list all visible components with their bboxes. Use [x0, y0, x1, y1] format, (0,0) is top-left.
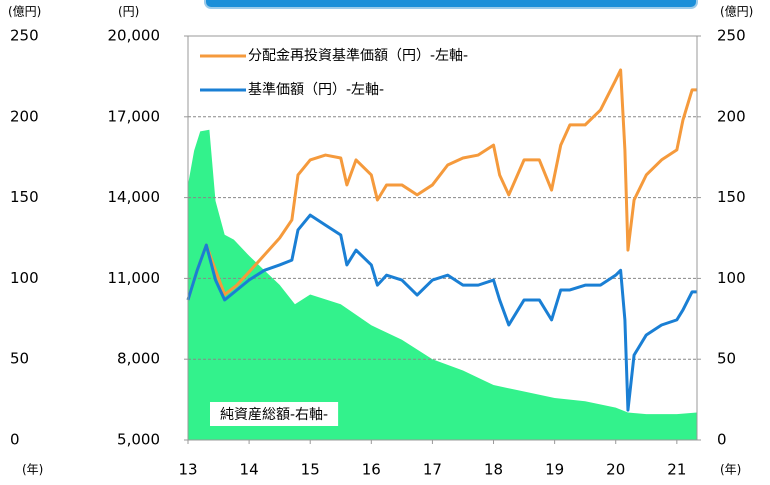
y-tick-label: 11,000	[108, 269, 161, 287]
y-tick-label: 20,000	[108, 27, 161, 45]
y-tick-label: 14,000	[108, 188, 161, 206]
y-tick-label: 17,000	[108, 107, 161, 125]
y2-tick-label: 150	[717, 188, 746, 206]
y-axis-label: (円)	[118, 5, 139, 19]
y2-tick-label-left: 100	[10, 269, 39, 287]
line	[186, 68, 697, 301]
x-tick-label: 17	[423, 461, 442, 479]
y2-axis-label: (億円)	[720, 5, 753, 19]
x-tick-label: 19	[545, 461, 564, 479]
y2-tick-label-left: 150	[10, 188, 39, 206]
area-label-text: 純資産総額-右軸-	[220, 407, 328, 423]
y-tick-label: 8,000	[117, 350, 160, 368]
y-tick-label: 5,000	[117, 431, 160, 449]
y2-tick-label-left: 250	[10, 27, 39, 45]
x-tick-label: 18	[484, 461, 503, 479]
x-tick-label: 15	[301, 461, 320, 479]
x-axis-label: (年)	[720, 463, 741, 477]
y2-tick-label: 200	[717, 107, 746, 125]
y2-tick-label-left: 0	[10, 431, 20, 449]
x-tick-label: 16	[362, 461, 381, 479]
y2-tick-label: 100	[717, 269, 746, 287]
x-tick-label: 14	[240, 461, 259, 479]
title-box	[204, 0, 698, 9]
area-label: 純資産総額-右軸-	[210, 402, 339, 426]
y2-tick-label-left: 50	[10, 350, 29, 368]
legend-label: 基準価額（円）-左軸-	[248, 81, 384, 98]
x-tick-label: 20	[606, 461, 625, 479]
x-tick-label: 21	[667, 461, 686, 479]
area	[188, 129, 697, 440]
y2-tick-label-left: 200	[10, 107, 39, 125]
legend-label: 分配金再投資基準価額（円）-左軸-	[248, 47, 468, 64]
x-tick-label: 13	[178, 461, 197, 479]
plot-border	[187, 35, 698, 441]
y2-axis-label-left: (億円)	[8, 5, 41, 19]
y2-tick-label: 0	[717, 431, 727, 449]
y2-tick-label: 50	[717, 350, 736, 368]
line	[186, 213, 697, 412]
x-axis-label-left: (年)	[22, 463, 43, 477]
y2-tick-label: 250	[717, 27, 746, 45]
area-label-box	[210, 402, 339, 426]
